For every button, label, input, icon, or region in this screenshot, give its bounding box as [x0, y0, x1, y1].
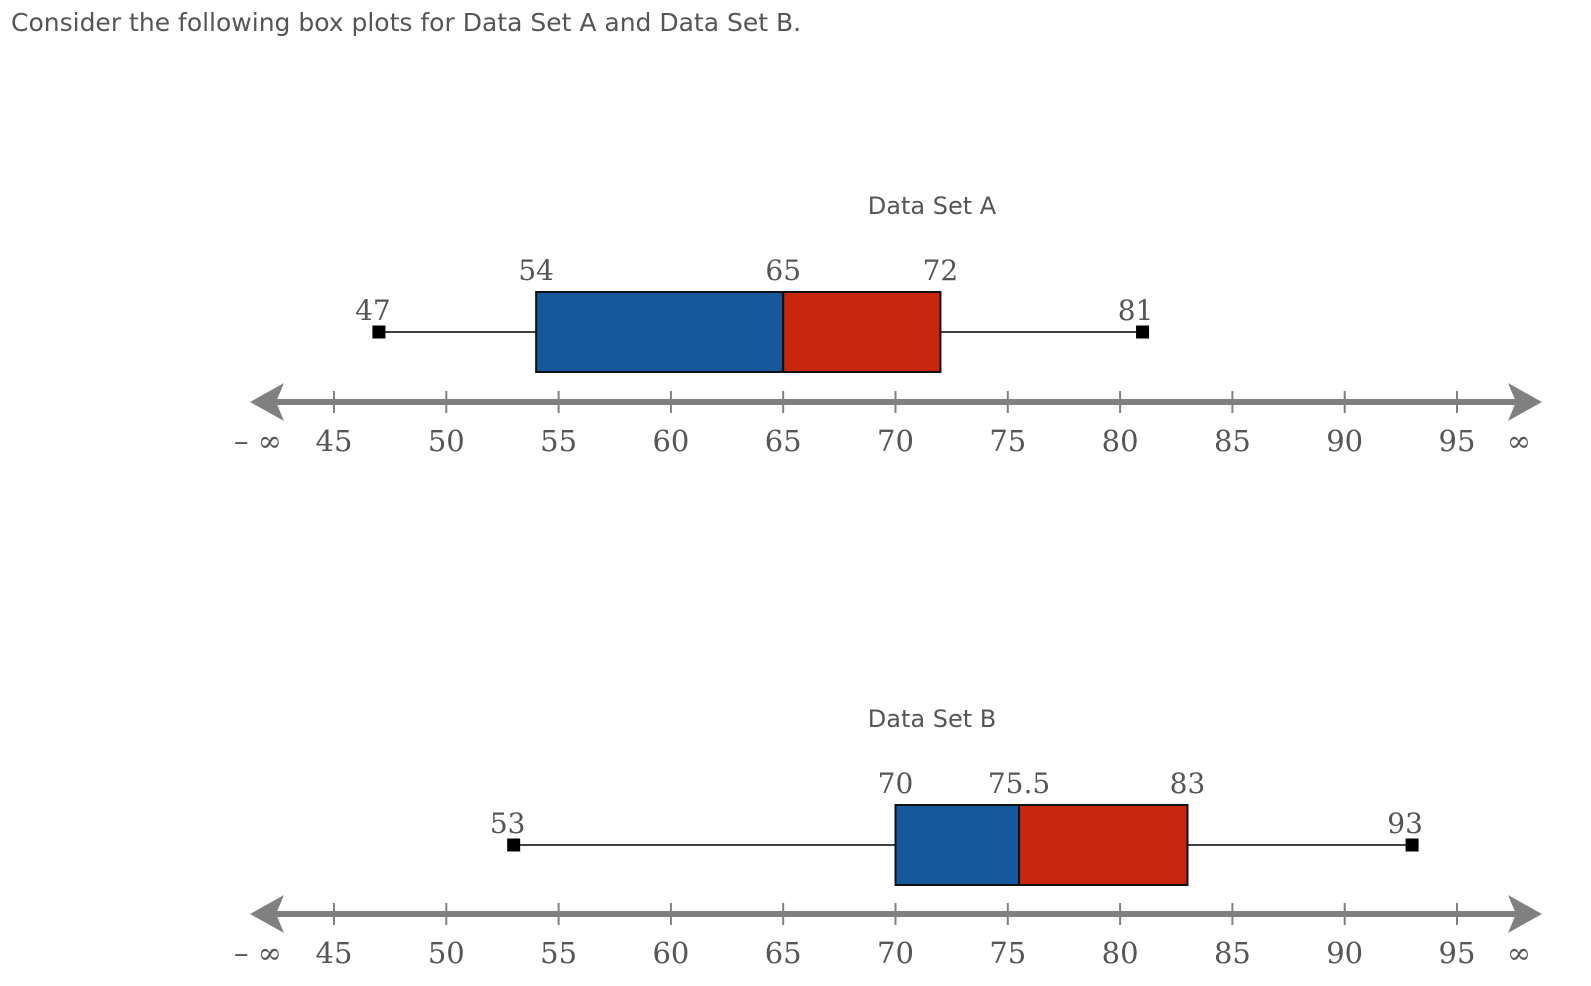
data-set-b-neg-infinity-label: – ∞ [234, 936, 282, 970]
data-set-a-tick-label: 95 [1439, 424, 1476, 458]
data-set-a-box-lower [535, 291, 785, 373]
data-set-a-min-label: 47 [355, 294, 391, 327]
data-set-a-tick-label: 65 [765, 424, 802, 458]
data-set-a-box-upper [782, 291, 942, 373]
data-set-b-q3-label: 83 [1170, 767, 1206, 800]
data-set-a-max-label: 81 [1118, 294, 1154, 327]
data-set-b-tick-label: 50 [428, 936, 465, 970]
data-set-b-tick-label: 85 [1214, 936, 1251, 970]
data-set-a-axis-right-arrow-icon [1508, 383, 1542, 421]
data-set-a-tick-label: 50 [428, 424, 465, 458]
data-set-b-tick-label: 75 [989, 936, 1026, 970]
data-set-a-q3-label: 72 [923, 254, 959, 287]
data-set-a-axis-left-arrow-icon [250, 383, 284, 421]
data-set-b-box-upper [1018, 804, 1189, 886]
data-set-b-tick-label: 65 [765, 936, 802, 970]
data-set-a-min-marker [372, 325, 386, 339]
data-set-b-max-label: 93 [1387, 807, 1423, 840]
data-set-a-median-label: 65 [765, 254, 801, 287]
data-set-a-max-marker [1136, 325, 1150, 339]
data-set-a-tick-label: 90 [1326, 424, 1363, 458]
data-set-a-tick-label: 60 [652, 424, 689, 458]
data-set-a-pos-infinity-label: ∞ [1507, 424, 1531, 458]
data-set-a-title: Data Set A [868, 192, 997, 220]
data-set-a-tick-label: 45 [316, 424, 353, 458]
data-set-b-tick-label: 95 [1439, 936, 1476, 970]
data-set-b-box-lower [894, 804, 1021, 886]
data-set-b-q1-label: 70 [878, 767, 914, 800]
data-set-b-pos-infinity-label: ∞ [1507, 936, 1531, 970]
data-set-b-axis-right-arrow-icon [1508, 895, 1542, 933]
data-set-a-tick-label: 85 [1214, 424, 1251, 458]
data-set-b-max-marker [1405, 838, 1419, 852]
data-set-b-tick-label: 55 [540, 936, 577, 970]
data-set-b-title: Data Set B [868, 705, 996, 733]
data-set-b-tick-label: 60 [652, 936, 689, 970]
data-set-b-min-label: 53 [490, 807, 526, 840]
data-set-a-tick-label: 75 [989, 424, 1026, 458]
question-prompt: Consider the following box plots for Dat… [11, 8, 802, 37]
data-set-b-tick-label: 70 [877, 936, 914, 970]
data-set-a-q1-label: 54 [518, 254, 554, 287]
data-set-a-tick-label: 80 [1102, 424, 1139, 458]
data-set-a-tick-label: 55 [540, 424, 577, 458]
data-set-b-tick-label: 80 [1102, 936, 1139, 970]
data-set-b-median-label: 75.5 [988, 767, 1050, 800]
data-set-b-min-marker [507, 838, 521, 852]
data-set-b-tick-label: 45 [316, 936, 353, 970]
data-set-a-tick-label: 70 [877, 424, 914, 458]
data-set-a-neg-infinity-label: – ∞ [234, 424, 282, 458]
data-set-b-axis-left-arrow-icon [250, 895, 284, 933]
data-set-b-tick-label: 90 [1326, 936, 1363, 970]
